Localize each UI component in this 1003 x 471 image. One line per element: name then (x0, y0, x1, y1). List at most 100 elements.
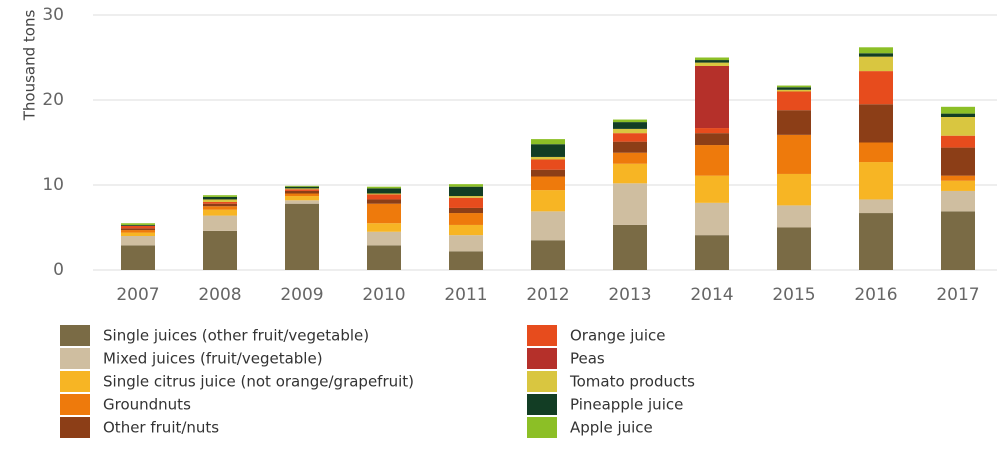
bar-segment (777, 85, 811, 88)
bar-segment (285, 196, 319, 201)
bar-segment (613, 128, 647, 134)
legend-label: Single juices (other fruit/vegetable) (103, 327, 369, 345)
bar-segment (859, 104, 893, 143)
x-tick-label: 2017 (936, 285, 979, 305)
bar-segment (203, 206, 237, 210)
y-tick-label: 10 (42, 175, 64, 195)
bar-segment (449, 184, 483, 187)
bar-segment (613, 152, 647, 164)
x-tick-label: 2014 (690, 285, 733, 305)
bar-segment (859, 162, 893, 200)
bar-segment (367, 203, 401, 224)
bar-segment (859, 142, 893, 163)
bar-segment (285, 200, 319, 204)
bar-segment (859, 47, 893, 54)
bar-segment (531, 190, 565, 212)
bar-segment (613, 141, 647, 153)
bar-segment (121, 223, 155, 225)
bar-segment (531, 156, 565, 160)
bar-segment (695, 133, 729, 146)
bar-segment (121, 232, 155, 236)
bar-segment (613, 133, 647, 142)
bar-segment (203, 199, 237, 202)
bar-segment (531, 139, 565, 145)
bar-segment (367, 231, 401, 246)
bar-segment (695, 66, 729, 129)
x-tick-label: 2010 (362, 285, 405, 305)
bar-segment (941, 175, 975, 181)
x-tick-label: 2007 (116, 285, 159, 305)
bar-segment (449, 196, 483, 198)
y-tick-label: 20 (42, 90, 64, 110)
bar-segment (941, 106, 975, 114)
bar-segment (695, 128, 729, 134)
bar-segment (695, 60, 729, 63)
bar-segment (203, 215, 237, 231)
bar-segment (941, 180, 975, 191)
bar-segment (695, 235, 729, 270)
x-tick-label: 2008 (198, 285, 241, 305)
bar-segment (367, 199, 401, 204)
bar-segment (449, 213, 483, 225)
bar-segment (695, 145, 729, 176)
bar-segment (859, 53, 893, 57)
bar-segment (449, 186, 483, 197)
x-tick-label: 2016 (854, 285, 897, 305)
bar-segment (203, 203, 237, 207)
bar-segment (941, 113, 975, 117)
legend-label: Orange juice (570, 327, 666, 345)
x-tick-label: 2011 (444, 285, 487, 305)
y-tick-label: 0 (53, 260, 64, 280)
legend-swatch (60, 417, 90, 438)
bar-segment (941, 117, 975, 136)
legend-swatch (527, 394, 557, 415)
bar-segment (777, 227, 811, 270)
bar-segment (613, 224, 647, 270)
y-tick-label: 30 (42, 5, 64, 25)
legend-swatch (527, 371, 557, 392)
legend-label: Mixed juices (fruit/vegetable) (103, 350, 323, 368)
bar-segment (121, 230, 155, 233)
bar-segment (203, 195, 237, 197)
legend-label: Other fruit/nuts (103, 419, 219, 437)
bar-segment (777, 89, 811, 92)
bar-segment (859, 71, 893, 105)
bar-segment (285, 189, 319, 191)
bar-segment (777, 134, 811, 174)
bar-segment (531, 159, 565, 170)
bar-segment (285, 185, 319, 187)
bar-segment (777, 173, 811, 206)
bar-segment (121, 225, 155, 229)
bar-segment (531, 176, 565, 191)
legend-label: Apple juice (570, 419, 653, 437)
legend-swatch (527, 325, 557, 346)
bar-segment (531, 169, 565, 177)
legend-swatch (60, 371, 90, 392)
legend-label: Tomato products (569, 373, 695, 391)
bar-segment (285, 190, 319, 194)
legend-label: Pineapple juice (570, 396, 683, 414)
bar-segment (695, 202, 729, 236)
bar-segment (367, 193, 401, 195)
bar-segment (121, 245, 155, 270)
bar-segment (859, 56, 893, 72)
bar-segment (367, 223, 401, 232)
legend-label: Peas (570, 350, 605, 368)
bar-segment (203, 196, 237, 200)
bar-segment (941, 190, 975, 212)
y-axis-label: Thousand tons (21, 10, 39, 122)
bar-segment (941, 211, 975, 270)
bar-segment (121, 236, 155, 246)
bar-segment (121, 228, 155, 231)
bar-segment (203, 202, 237, 204)
bar-segment (203, 230, 237, 270)
bar-segment (449, 197, 483, 208)
bar-segment (449, 207, 483, 214)
bar-segment (941, 147, 975, 176)
bar-segment (367, 188, 401, 194)
bar-segment (695, 57, 729, 61)
bar-segment (285, 203, 319, 270)
bar-segment (777, 110, 811, 135)
bar-segment (121, 224, 155, 226)
bar-segment (859, 199, 893, 214)
